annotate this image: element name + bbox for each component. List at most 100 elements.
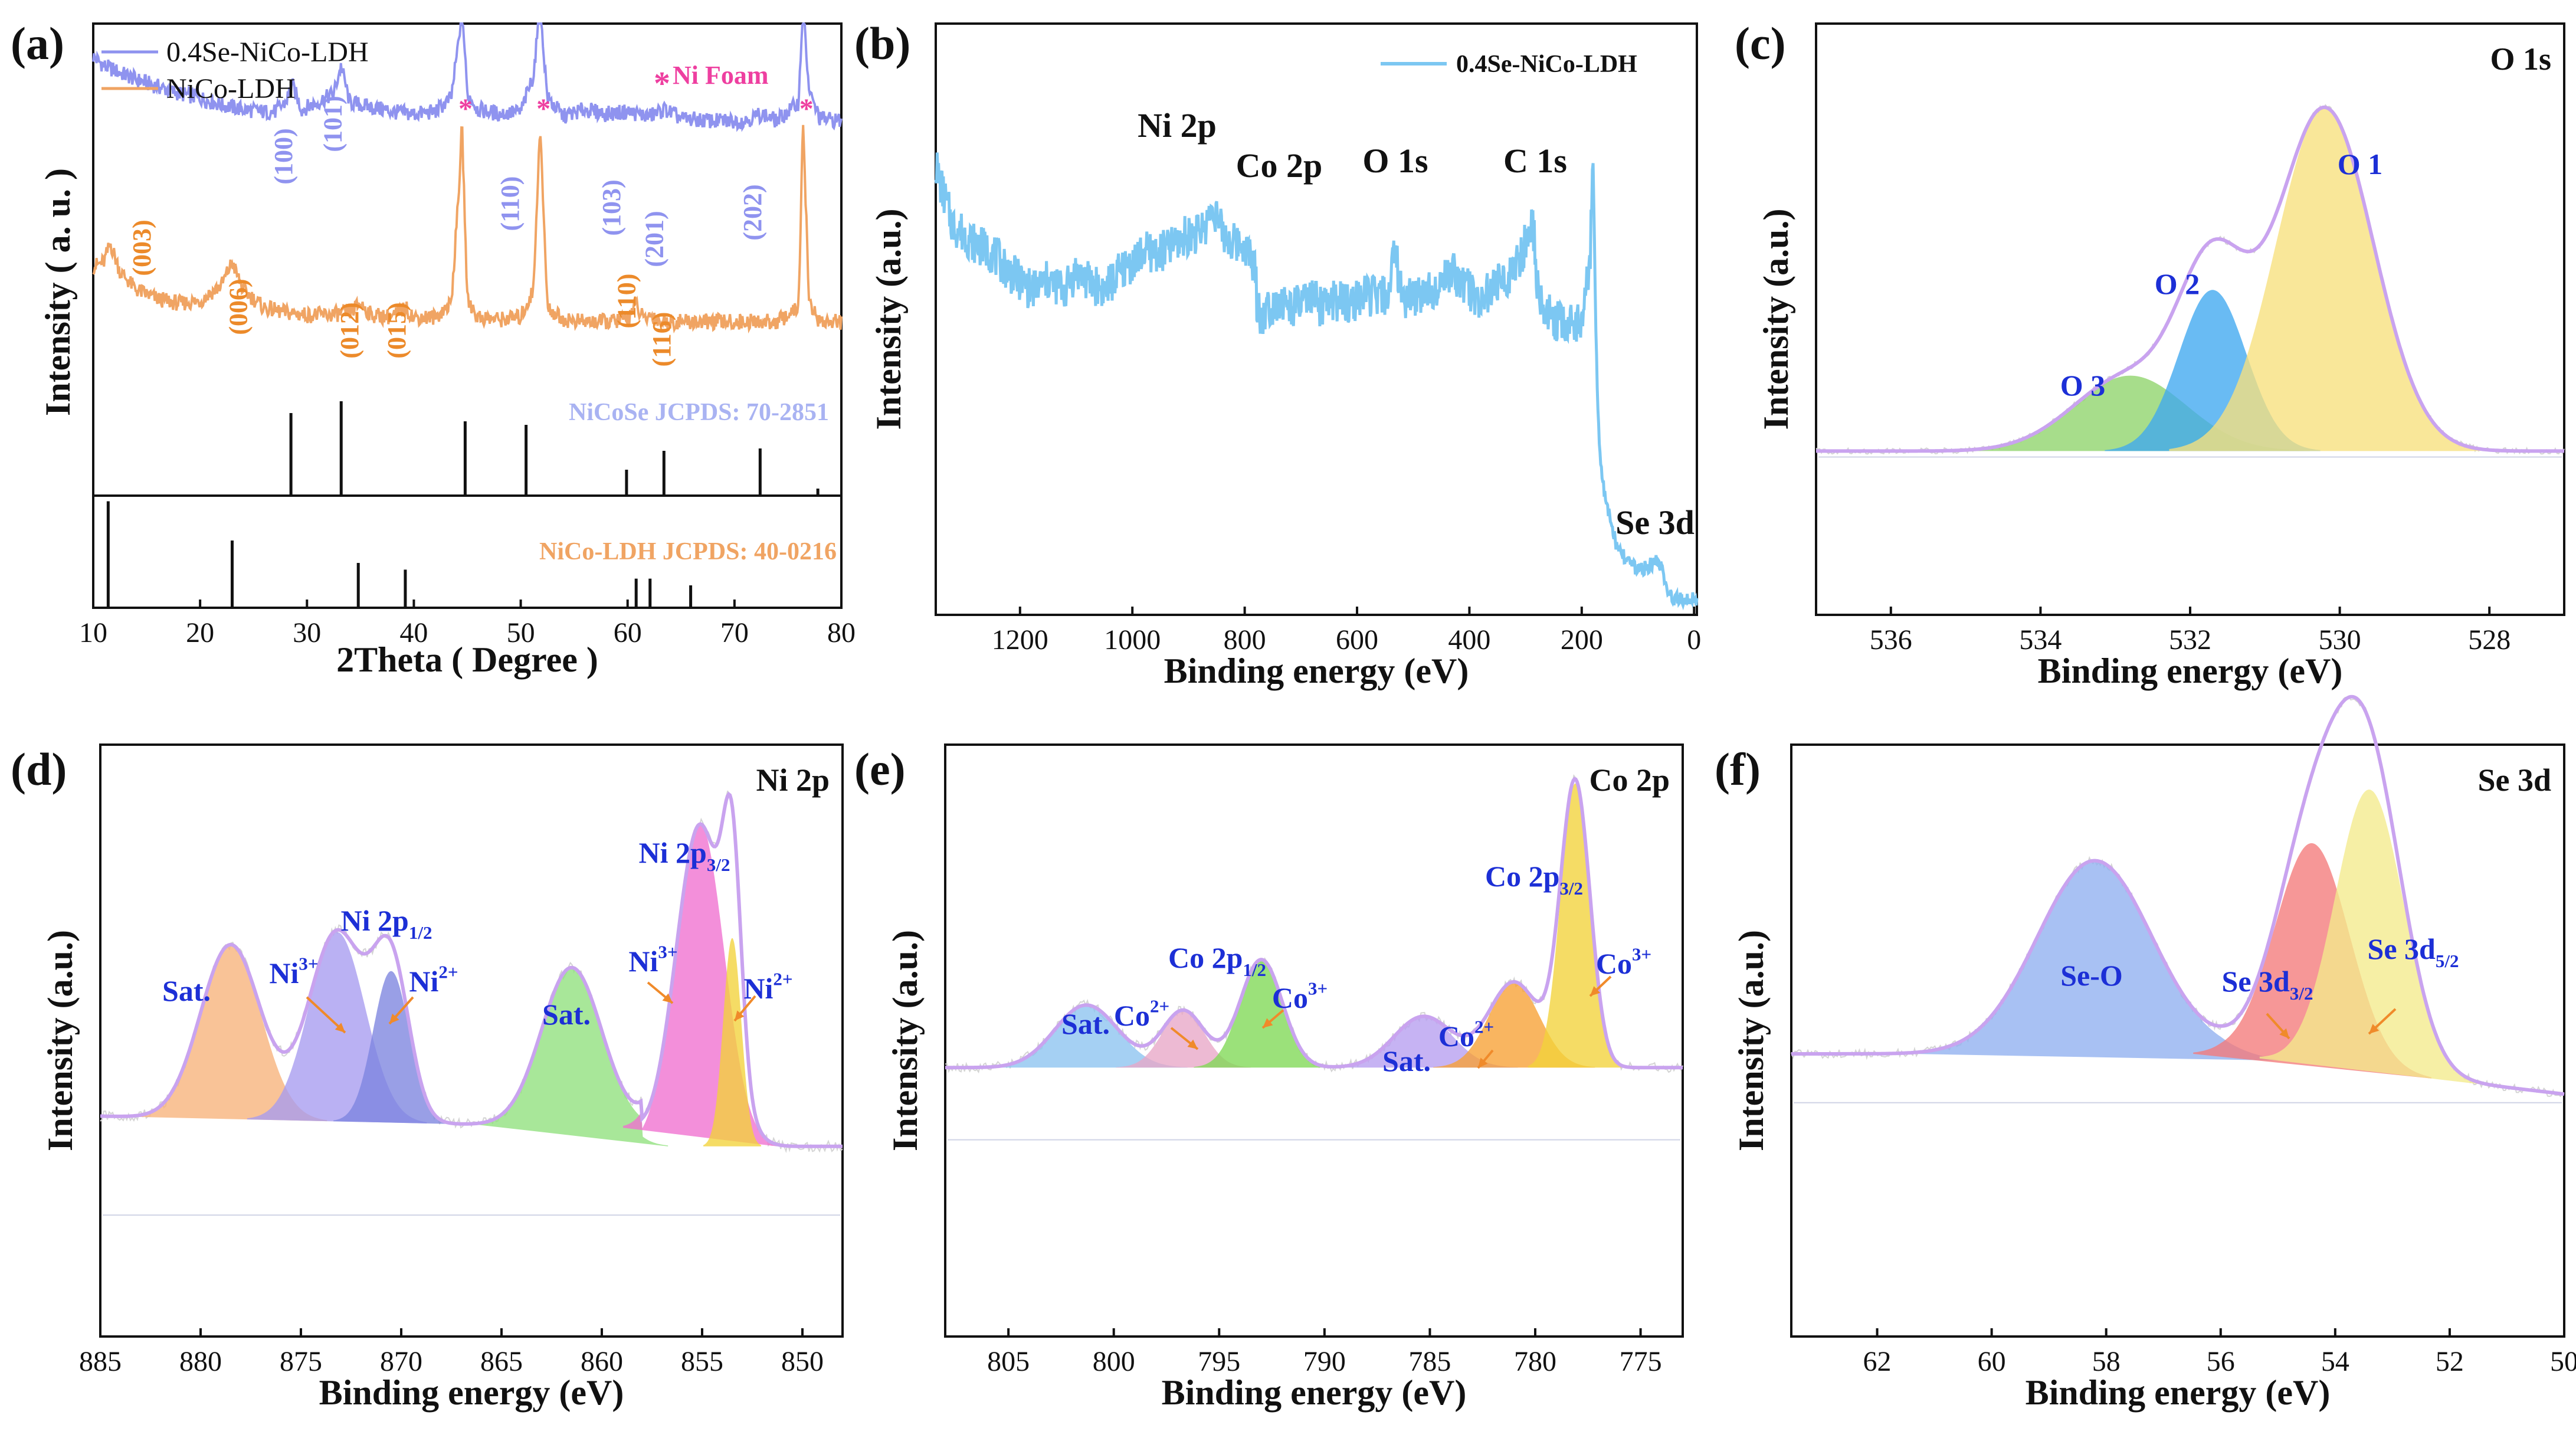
x-tick-label: 50	[507, 617, 535, 648]
series-line-ldh	[92, 125, 843, 334]
peak-label: Co3+	[1272, 978, 1328, 1015]
x-tick-label: 534	[2019, 624, 2062, 656]
panel-title: Ni 2p	[756, 762, 830, 798]
peak-label: Se-O	[2060, 959, 2123, 992]
peak-label: Co 2p1/2	[1168, 941, 1266, 980]
ni-foam-label: Ni Foam	[673, 61, 769, 90]
y-axis-title: Intensity (a.u.)	[886, 930, 925, 1151]
envelope-line	[1816, 105, 2564, 453]
peak-label: Se 3d3/2	[2222, 965, 2313, 1004]
x-tick-label: 56	[2207, 1346, 2235, 1377]
peak-label: Ni2+	[743, 969, 792, 1005]
x-tick-label: 880	[179, 1346, 222, 1377]
x-tick-label: 30	[293, 617, 321, 648]
envelope-line	[1791, 695, 2565, 1096]
peak-label: C 1s	[1503, 142, 1567, 180]
arrow-head	[335, 1023, 345, 1033]
panel-label: (f)	[1715, 743, 1761, 795]
arrow-head	[1187, 1039, 1198, 1049]
plot-frame	[1790, 743, 2565, 1338]
peak-label: Co3+	[1596, 944, 1651, 981]
peak-label: Ni 2p1/2	[341, 904, 432, 943]
x-tick-label: 790	[1303, 1346, 1346, 1377]
peak-label: Ni3+	[628, 942, 677, 978]
peak-label: Sat.	[1382, 1044, 1431, 1077]
y-axis-title: Intensity (a.u.)	[1732, 930, 1771, 1151]
series-line	[934, 152, 1699, 611]
peak-label: Sat.	[542, 998, 591, 1031]
fit-peak-co2-	[1116, 1010, 1251, 1068]
plot-frame	[1815, 22, 2565, 616]
x-tick-label: 785	[1408, 1346, 1451, 1377]
x-tick-label: 795	[1198, 1346, 1240, 1377]
ni-foam-marker: *	[458, 93, 473, 125]
peak-label-ldh: (003)	[127, 220, 156, 276]
peak-label: Co 2p	[1236, 146, 1323, 185]
peak-label: Se 3d	[1615, 503, 1695, 542]
x-axis-title: 2Theta ( Degree )	[336, 640, 598, 679]
peak-label-se: (201)	[640, 211, 668, 267]
x-axis-title: Binding energy (eV)	[319, 1373, 624, 1412]
panel-title: Co 2p	[1589, 762, 1670, 798]
x-tick-label: 20	[186, 617, 214, 648]
arrow-head	[389, 1013, 399, 1024]
legend-label: NiCo-LDH	[166, 73, 296, 104]
panel-label: (e)	[854, 743, 906, 795]
x-tick-label: 800	[1093, 1346, 1135, 1377]
peak-label-ldh: (015)	[382, 302, 411, 358]
x-tick-label: 54	[2321, 1346, 2349, 1377]
peak-label: O 2	[2155, 267, 2200, 300]
x-tick-label: 80	[827, 617, 856, 648]
x-tick-label: 70	[720, 617, 749, 648]
fit-peak-se-o	[1911, 860, 2278, 1061]
peak-label: O 1	[2338, 148, 2382, 181]
fit-peak-ni2-	[703, 938, 761, 1147]
ni-foam-star: *	[654, 65, 670, 102]
envelope-line	[945, 777, 1683, 1070]
panel-b: (b) 0.4Se-NiCo-LDH Ni 2p Co 2p O 1s C 1s Se 3d…	[854, 18, 1701, 690]
ni-foam-marker: *	[536, 93, 550, 125]
peak-label-ldh: (012)	[335, 302, 364, 358]
x-axis-title: Binding energy (eV)	[2038, 651, 2343, 690]
peak-label: Ni 2p3/2	[639, 836, 730, 875]
x-tick-label: 400	[1448, 624, 1490, 656]
plot-frame	[92, 22, 843, 609]
x-tick-label: 62	[1863, 1346, 1892, 1377]
arrow-head	[1478, 1057, 1488, 1068]
x-tick-label: 530	[2319, 624, 2361, 656]
x-tick-label: 58	[2092, 1346, 2121, 1377]
y-axis-title: Intensity (a.u.)	[41, 930, 80, 1151]
peak-label: Ni 2p	[1138, 106, 1217, 145]
x-tick-label: 1000	[1104, 624, 1161, 656]
fit-peak-o-1	[2169, 108, 2480, 451]
y-axis-title: Intensity (a.u.)	[1756, 208, 1795, 430]
panel-label: (c)	[1735, 18, 1786, 69]
x-axis-title: Binding energy (eV)	[2026, 1373, 2331, 1412]
x-axis-title: Binding energy (eV)	[1162, 1373, 1467, 1412]
x-tick-label: 536	[1870, 624, 1912, 656]
x-tick-label: 885	[79, 1346, 122, 1377]
ref-label-nicose: NiCoSe JCPDS: 70-2851	[569, 399, 829, 426]
x-tick-label: 860	[581, 1346, 623, 1377]
x-tick-label: 10	[79, 617, 107, 648]
y-axis-title: Intensity ( a. u. )	[38, 168, 77, 416]
panel-label: (b)	[854, 18, 910, 69]
x-tick-label: 875	[280, 1346, 322, 1377]
x-tick-label: 50	[2550, 1346, 2576, 1377]
x-tick-label: 600	[1336, 624, 1378, 656]
plot-frame	[935, 22, 1698, 616]
peak-label: Co 2p3/2	[1485, 860, 1583, 899]
x-tick-label: 528	[2468, 624, 2511, 656]
panel-f: (f) Se 3d Se-O Se 3d3/2 Se 3d5/2 62 60 58 56 54 52…	[1715, 695, 2576, 1412]
x-tick-label: 40	[399, 617, 428, 648]
x-tick-label: 780	[1514, 1346, 1556, 1377]
peak-label-se: (110)	[496, 176, 525, 231]
peak-label-se: (101)	[318, 96, 347, 152]
x-tick-label: 805	[987, 1346, 1030, 1377]
arrow-head	[2279, 1028, 2289, 1039]
x-tick-label: 532	[2169, 624, 2211, 656]
ni-foam-marker: *	[799, 93, 814, 125]
x-tick-label: 800	[1224, 624, 1266, 656]
peak-label: O 3	[2060, 369, 2105, 402]
